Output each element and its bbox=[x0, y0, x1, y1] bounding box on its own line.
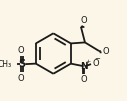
Text: N: N bbox=[80, 62, 87, 71]
Text: O: O bbox=[102, 47, 109, 56]
Text: S: S bbox=[19, 59, 26, 69]
Text: O: O bbox=[92, 59, 99, 68]
Text: −: − bbox=[94, 56, 100, 62]
Text: CH₃: CH₃ bbox=[0, 60, 12, 69]
Text: O: O bbox=[80, 75, 87, 84]
Text: O: O bbox=[80, 16, 87, 25]
Text: O: O bbox=[18, 46, 25, 55]
Text: O: O bbox=[18, 74, 25, 83]
Text: +: + bbox=[86, 59, 91, 64]
